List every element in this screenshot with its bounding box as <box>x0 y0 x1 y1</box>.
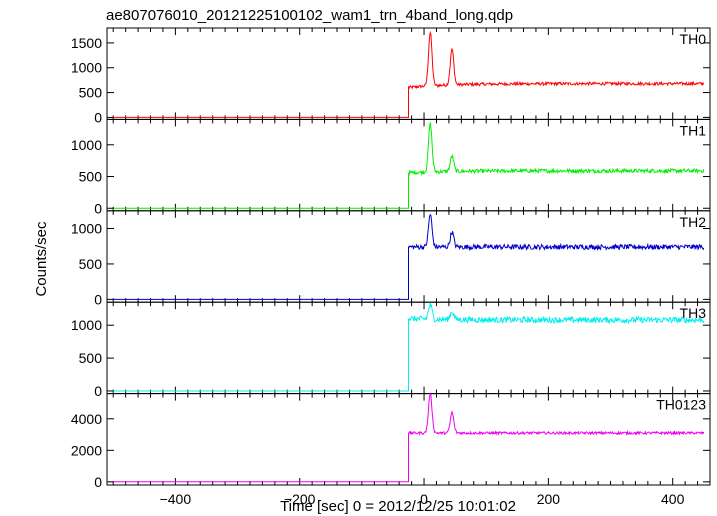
y-tick-label: 1000 <box>71 221 102 237</box>
x-tick-label: −200 <box>284 491 316 507</box>
series-label: TH2 <box>680 214 707 230</box>
panels: 0 500 1000 1500 TH0 0 500 1000 TH1 0 500 1000 TH2 0 50… <box>71 27 711 507</box>
y-tick-label: 1000 <box>71 137 102 153</box>
y-tick-label: 0 <box>94 474 102 490</box>
x-tick-label: 400 <box>661 491 685 507</box>
y-tick-label: 500 <box>79 350 103 366</box>
series-line <box>113 213 705 300</box>
y-tick-label: 1500 <box>71 35 102 51</box>
y-tick-label: 0 <box>94 291 102 307</box>
series-line <box>113 122 705 209</box>
x-tick-label: 0 <box>420 491 428 507</box>
panel-th1: 0 500 1000 TH1 <box>71 118 711 216</box>
y-tick-label: 1000 <box>71 60 102 76</box>
y-tick-label: 0 <box>94 200 102 216</box>
y-tick-label: 500 <box>79 169 103 185</box>
panel-th0: 0 500 1000 1500 TH0 <box>71 27 711 125</box>
y-tick-label: 2000 <box>71 442 102 458</box>
y-tick-label: 4000 <box>71 411 102 427</box>
panel-frame <box>106 393 711 486</box>
x-tick-label: −400 <box>160 491 192 507</box>
series-label: TH0 <box>680 31 707 47</box>
y-tick-label: 1000 <box>71 317 102 333</box>
panel-th2: 0 500 1000 TH2 <box>71 210 711 307</box>
y-tick-label: 0 <box>94 109 102 125</box>
y-tick-label: 500 <box>79 256 103 272</box>
chart-title: ae807076010_20121225100102_wam1_trn_4ban… <box>106 7 513 24</box>
series-line <box>113 30 705 118</box>
series-label: TH0123 <box>656 397 706 413</box>
panel-th3: 0 500 1000 TH3 <box>71 301 711 399</box>
x-tick-label: 200 <box>537 491 561 507</box>
x-axis-label: Time [sec] 0 = 2012/12/25 10:01:02 <box>280 498 516 515</box>
y-tick-label: 500 <box>79 85 103 101</box>
series-line <box>113 392 705 483</box>
panel-th0123: 0 2000 4000 −400 −200 0 200 400 TH0123 <box>71 392 711 507</box>
series-label: TH3 <box>680 305 707 321</box>
y-tick-label: 0 <box>94 383 102 399</box>
y-axis-label: Counts/sec <box>33 221 50 297</box>
series-line <box>113 302 705 392</box>
series-label: TH1 <box>680 122 707 138</box>
